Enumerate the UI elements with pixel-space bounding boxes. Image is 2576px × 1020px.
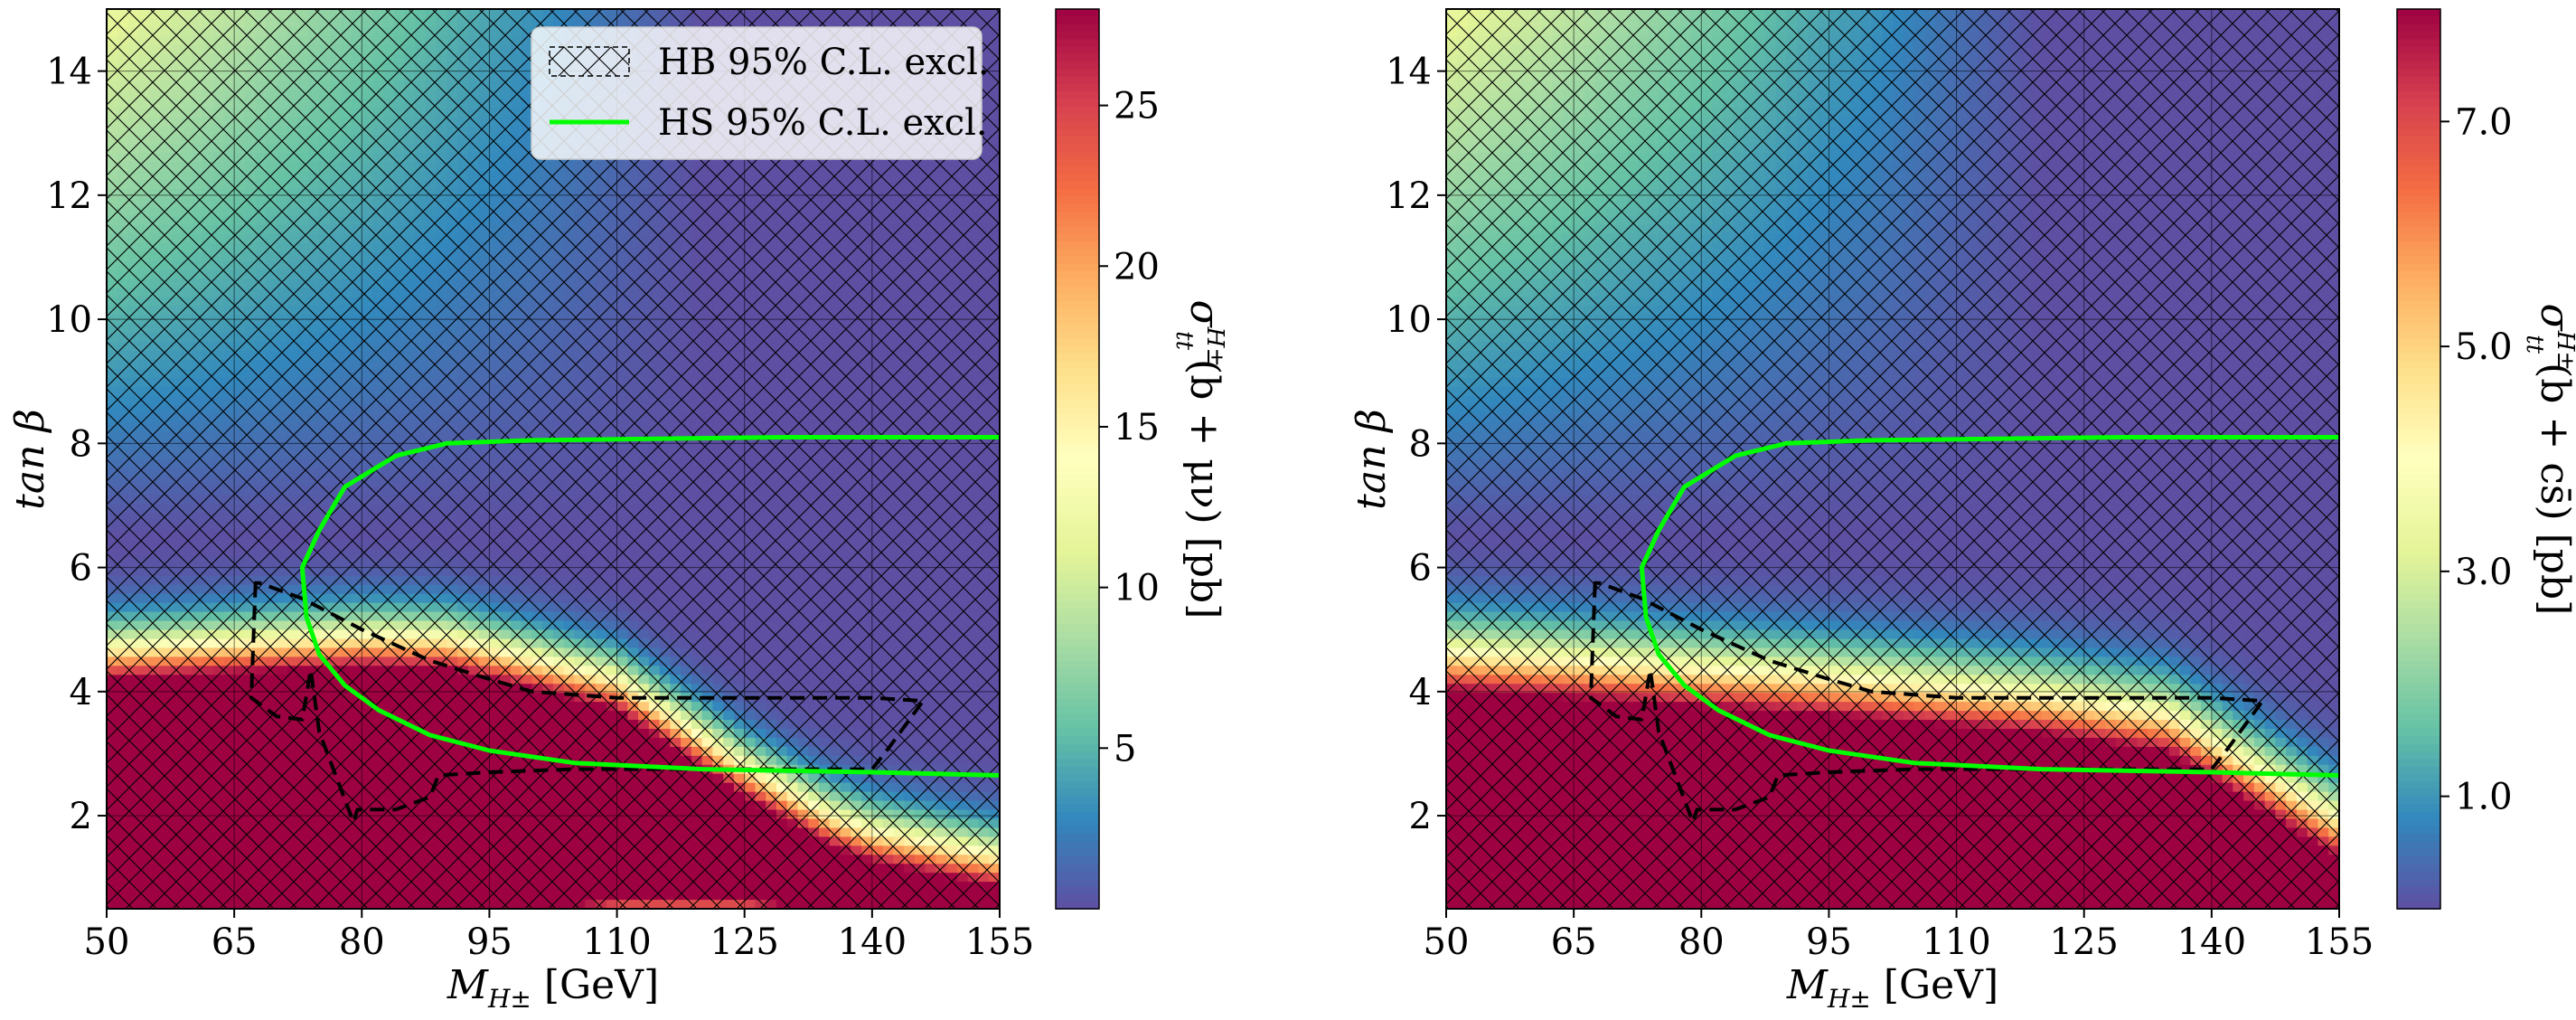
left-panel: 50 65 80 95 110 125 140 155 2468101214 MH± [GeV… [7,8,1228,1014]
